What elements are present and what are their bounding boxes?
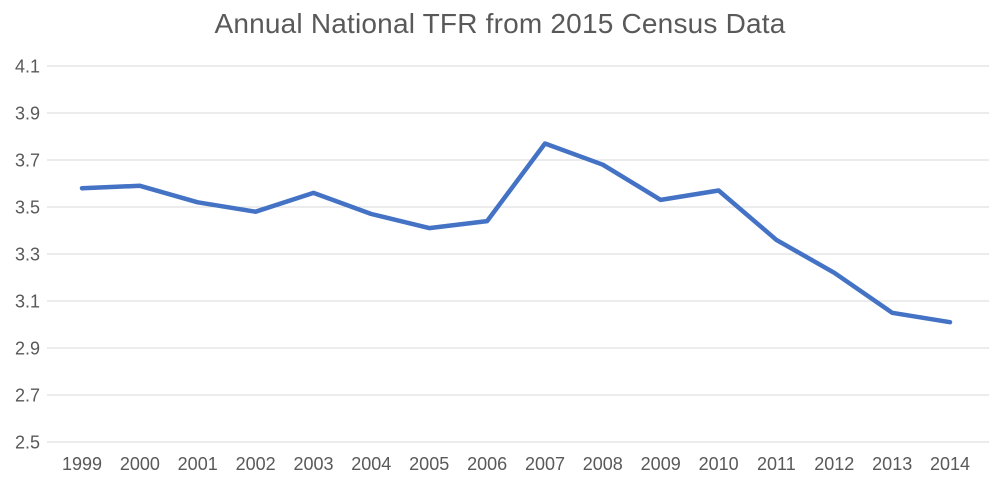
x-tick-label: 2006 xyxy=(467,454,507,474)
y-tick-label: 2.5 xyxy=(15,433,40,453)
y-tick-label: 2.7 xyxy=(15,386,40,406)
x-tick-label: 2010 xyxy=(699,454,739,474)
y-tick-label: 3.3 xyxy=(15,245,40,265)
x-tick-label: 2009 xyxy=(641,454,681,474)
x-tick-label: 2014 xyxy=(930,454,970,474)
x-tick-label: 2002 xyxy=(236,454,276,474)
y-tick-label: 3.1 xyxy=(15,292,40,312)
x-tick-label: 2007 xyxy=(525,454,565,474)
x-tick-label: 2001 xyxy=(178,454,218,474)
x-tick-label: 2005 xyxy=(409,454,449,474)
y-tick-label: 2.9 xyxy=(15,339,40,359)
x-tick-label: 2008 xyxy=(583,454,623,474)
y-tick-label: 3.7 xyxy=(15,151,40,171)
y-tick-label: 3.5 xyxy=(15,198,40,218)
x-tick-label: 2012 xyxy=(814,454,854,474)
x-tick-label: 2011 xyxy=(757,454,796,474)
chart-title: Annual National TFR from 2015 Census Dat… xyxy=(214,8,786,39)
x-tick-label: 2000 xyxy=(120,454,160,474)
x-tick-label: 2004 xyxy=(351,454,391,474)
x-tick-label: 2013 xyxy=(872,454,912,474)
y-tick-label: 3.9 xyxy=(15,104,40,124)
x-tick-label: 1999 xyxy=(62,454,102,474)
tfr-data-line xyxy=(79,141,953,325)
x-tick-label: 2003 xyxy=(293,454,333,474)
y-tick-label: 4.1 xyxy=(15,57,40,77)
